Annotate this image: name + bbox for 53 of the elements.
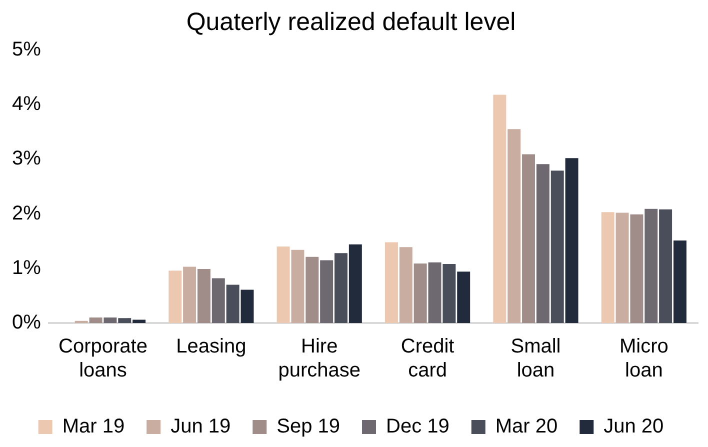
bar [644,208,658,323]
x-tick-label: Credit card [400,336,455,382]
bar [493,94,506,323]
bar [414,263,427,323]
bar [630,214,644,323]
y-tick-label: 0% [12,312,42,334]
bar [659,209,672,323]
bar [226,284,240,323]
bar [320,260,334,323]
x-tick-label: Hire purchase [278,336,361,382]
x-tick-label: Micro loan [619,336,668,382]
bar [428,262,442,323]
legend-label: Mar 19 [62,416,125,438]
bar [442,264,456,323]
bar [565,158,578,323]
x-tick-label: Small loan [510,336,561,382]
x-tick-label: Corporate loans [58,336,148,382]
bar [334,253,348,323]
bar [132,320,146,323]
legend-label: Mar 20 [495,416,558,438]
bar [508,129,521,323]
bar [601,212,614,323]
bar [291,250,304,323]
y-tick-label: 5% [12,38,42,61]
bar [276,246,290,323]
bar [306,256,319,323]
bar [550,170,564,323]
bar [240,290,254,323]
x-tick-label: Leasing [176,336,246,358]
bar [348,244,362,323]
bar [183,266,196,323]
bar [384,242,398,323]
legend-label: Dec 19 [386,416,450,438]
chart-title: Quaterly realized default level [186,8,516,36]
bar [104,318,117,323]
bar [457,272,470,323]
bar [616,212,629,323]
bar [673,240,686,323]
legend-label: Jun 20 [604,416,664,438]
bar [197,268,210,323]
bar [212,278,225,323]
bar [536,164,550,323]
bar [399,247,412,323]
bar [89,318,102,323]
legend-label: Sep 19 [276,416,340,438]
y-tick-label: 2% [12,202,42,224]
legend-label: Jun 19 [170,416,231,438]
y-tick-label: 1% [12,256,42,279]
y-tick-label: 4% [12,93,42,116]
bar [168,270,182,323]
y-tick-label: 3% [12,148,42,170]
bar [118,318,132,323]
bar [522,154,536,323]
